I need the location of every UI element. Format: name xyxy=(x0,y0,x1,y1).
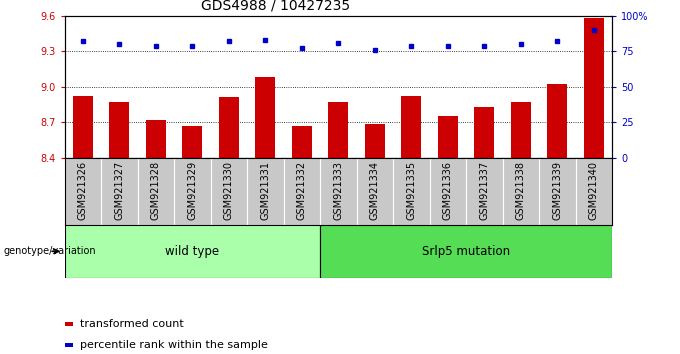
Text: GSM921334: GSM921334 xyxy=(370,161,380,220)
Text: percentile rank within the sample: percentile rank within the sample xyxy=(80,340,267,350)
Text: GDS4988 / 10427235: GDS4988 / 10427235 xyxy=(201,0,351,12)
Text: GSM921331: GSM921331 xyxy=(260,161,271,220)
Bar xyxy=(401,96,422,158)
Text: GSM921339: GSM921339 xyxy=(552,161,562,220)
Bar xyxy=(146,120,166,158)
Bar xyxy=(364,125,385,158)
Bar xyxy=(65,225,320,278)
Text: Srlp5 mutation: Srlp5 mutation xyxy=(422,245,510,258)
Text: GSM921338: GSM921338 xyxy=(515,161,526,220)
Text: genotype/variation: genotype/variation xyxy=(3,246,96,256)
Bar xyxy=(438,116,458,158)
Bar xyxy=(255,77,275,158)
Text: GSM921340: GSM921340 xyxy=(589,161,599,220)
Text: GSM921336: GSM921336 xyxy=(443,161,453,220)
Bar xyxy=(320,225,612,278)
Bar xyxy=(219,97,239,158)
Bar xyxy=(328,102,348,158)
Bar xyxy=(474,107,494,158)
Text: GSM921335: GSM921335 xyxy=(406,161,416,220)
Text: GSM921337: GSM921337 xyxy=(479,161,490,220)
Bar xyxy=(583,18,604,158)
Bar xyxy=(511,102,531,158)
Text: GSM921326: GSM921326 xyxy=(78,161,88,220)
Text: GSM921328: GSM921328 xyxy=(151,161,161,220)
Text: GSM921332: GSM921332 xyxy=(296,161,307,220)
Text: wild type: wild type xyxy=(165,245,220,258)
Bar xyxy=(292,126,312,158)
Text: GSM921330: GSM921330 xyxy=(224,161,234,220)
Text: GSM921333: GSM921333 xyxy=(333,161,343,220)
Bar xyxy=(73,96,93,158)
Bar xyxy=(547,84,567,158)
Text: transformed count: transformed count xyxy=(80,319,184,329)
Text: GSM921329: GSM921329 xyxy=(187,161,197,220)
Bar xyxy=(109,102,129,158)
Bar xyxy=(182,126,203,158)
Text: GSM921327: GSM921327 xyxy=(114,161,124,220)
